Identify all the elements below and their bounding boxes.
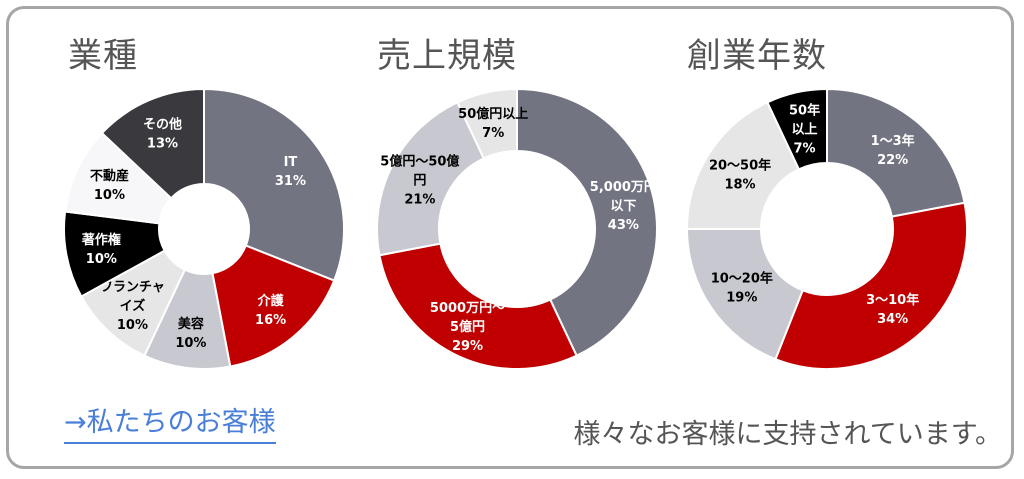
- chart-title-revenue: 売上規模: [377, 36, 517, 76]
- slice-label: その他 13%: [143, 117, 182, 152]
- pie-slice: [685, 100, 801, 230]
- slice-label: 50億円以上 7%: [458, 106, 528, 141]
- slice-label: 不動産 10%: [90, 168, 129, 203]
- pie-slice: [203, 87, 345, 282]
- pie-slice: [100, 87, 205, 200]
- pie-slice: [774, 201, 968, 370]
- pie-slice: [685, 228, 805, 361]
- slice-label: 5,000万円以下 43%: [590, 180, 657, 233]
- pie-slice: [456, 87, 518, 160]
- pie-slice: [766, 87, 828, 171]
- chart-title-industry: 業種: [68, 36, 138, 76]
- slice-label: 5000万円～ 5億円 29%: [430, 301, 505, 354]
- slice-label: 5億円～50億円 21%: [380, 154, 459, 208]
- slice-label: 美容 10%: [175, 316, 206, 351]
- our-customers-link[interactable]: →私たちのお客様: [64, 400, 276, 444]
- slice-label: IT 31%: [275, 155, 306, 189]
- slice-label: 介護 16%: [255, 293, 286, 328]
- chart-title-years: 創業年数: [687, 36, 827, 76]
- slice-label: 1～3年 22%: [871, 133, 915, 168]
- slice-label: 3～10年 34%: [866, 292, 919, 327]
- pie-slice: [378, 242, 578, 370]
- pie-slice: [211, 244, 336, 368]
- tagline: 様々なお客様に支持されています。: [573, 419, 1003, 450]
- slice-label: 50年以上 7%: [789, 102, 820, 156]
- slice-label: 著作権 10%: [81, 232, 121, 267]
- slice-label: フランチャイズ 10%: [100, 280, 165, 333]
- pie-slice: [376, 100, 486, 257]
- chart-card: [6, 6, 1014, 469]
- pie-slice: [826, 87, 966, 218]
- slice-label: 20～50年 18%: [709, 157, 771, 192]
- pie-slice: [516, 87, 658, 358]
- slice-label: 10～20年 19%: [711, 270, 773, 305]
